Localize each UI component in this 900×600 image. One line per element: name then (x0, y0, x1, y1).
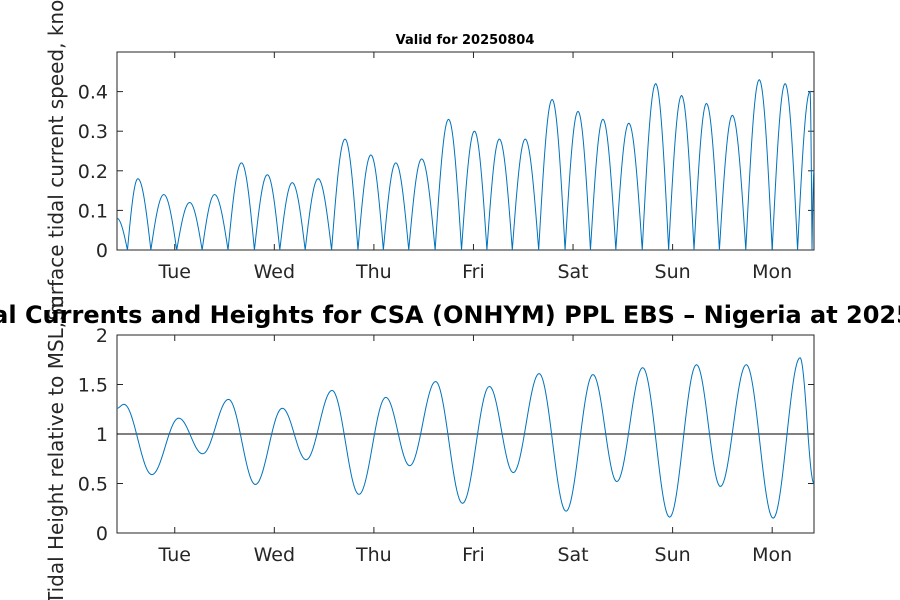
tidal-height-x-tick-label: Wed (254, 544, 295, 566)
tidal-height-x-tick-label: Fri (462, 544, 485, 566)
tidal-height-y-tick-label: 0 (96, 523, 108, 545)
current-speed-y-tick-label: 0.4 (78, 82, 108, 104)
current-speed-y-tick-label: 0.2 (78, 161, 108, 183)
current-speed-y-label: Surface tidal current speed, knots (44, 0, 68, 321)
current-speed-x-tick-label: Mon (752, 261, 792, 283)
current-speed-x-tick-label: Wed (254, 261, 295, 283)
current-speed-x-tick-label: Sun (655, 261, 691, 283)
tidal-height-x-tick-label: Tue (158, 544, 191, 566)
tidal-height-axes: 0 0.5 1 1.5 2 Tue Wed Thu Fri Sat Sun Mon Tidal He… (0, 296, 900, 600)
tidal-height-series-line (116, 357, 815, 519)
tidal-height-y-label: Tidal Height relative to MSL, m (44, 296, 68, 600)
current-speed-title: Valid for 20250804 (396, 33, 535, 48)
current-speed-x-tick-label: Fri (462, 261, 485, 283)
current-speed-y-tick-label: 0.1 (78, 200, 108, 222)
tidal-height-x-tick-label: Mon (752, 544, 792, 566)
current-speed-x-ticks: Tue Wed Thu Fri Sat Sun Mon (158, 52, 792, 283)
current-speed-x-tick-label: Tue (158, 261, 191, 283)
tidal-height-y-tick-label: 0.5 (78, 474, 108, 496)
tidal-height-y-tick-label: 1.5 (78, 375, 108, 397)
current-speed-y-tick-label: 0.3 (78, 121, 108, 143)
current-speed-x-tick-label: Sat (557, 261, 588, 283)
current-speed-axes: 0 0.1 0.2 0.3 0.4 Tue Wed Thu Fri Sat Sun Mon Vali… (44, 0, 815, 321)
tidal-height-x-tick-label: Thu (355, 544, 392, 566)
tidal-height-y-tick-label: 1 (96, 424, 108, 446)
tidal-height-y-tick-label: 2 (96, 325, 108, 347)
current-speed-series-line (116, 79, 815, 251)
current-speed-x-tick-label: Thu (355, 261, 392, 283)
current-speed-plot-box (116, 51, 815, 251)
current-speed-y-tick-label: 0 (96, 240, 108, 262)
tidal-height-x-tick-label: Sat (557, 544, 588, 566)
tidal-height-x-tick-label: Sun (655, 544, 691, 566)
tidal-height-x-ticks: Tue Wed Thu Fri Sat Sun Mon (158, 335, 792, 566)
main-figure-title: Tidal Currents and Heights for CSA (ONHY… (0, 301, 900, 329)
tidal-height-y-ticks: 0 0.5 1 1.5 2 (78, 325, 814, 545)
